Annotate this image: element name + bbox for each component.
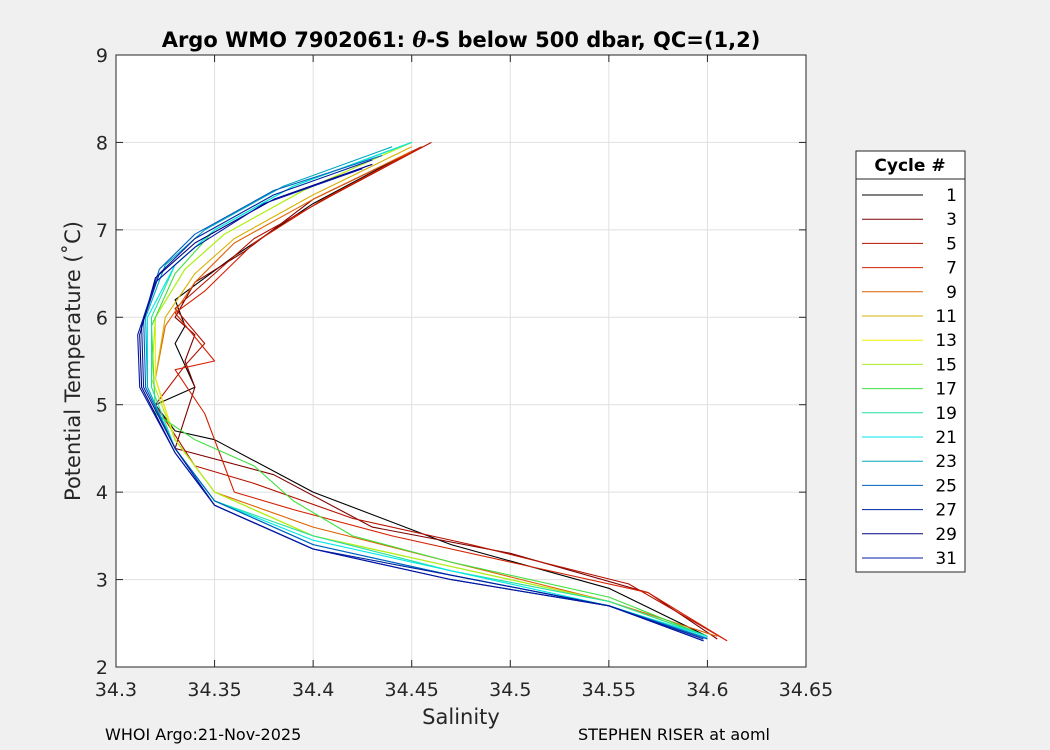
x-axis-label: Salinity — [422, 705, 500, 729]
y-tick-label: 7 — [96, 220, 108, 242]
y-tick-label: 3 — [96, 570, 108, 592]
y-tick-label: 2 — [96, 657, 108, 679]
y-axis-label: Potential Temperature (˚C) — [61, 221, 85, 501]
legend-label-cycle-23: 23 — [935, 452, 957, 472]
legend-label-cycle-27: 27 — [935, 501, 957, 521]
legend-label-cycle-9: 9 — [946, 283, 957, 303]
x-tick-label: 34.45 — [385, 679, 439, 701]
x-tick-label: 34.6 — [686, 679, 728, 701]
series-line-cycle-27 — [141, 159, 704, 640]
y-tick-label: 6 — [96, 307, 108, 329]
legend-box — [855, 150, 966, 573]
legend-label-cycle-3: 3 — [946, 210, 957, 230]
series-line-cycle-15 — [150, 141, 708, 637]
axis-ticks: 34.3 34.35 34.4 34.45 34.5 34.55 34.6 34.65 2 3 4 5… — [95, 45, 833, 701]
series-line-cycle-31 — [137, 168, 704, 642]
chart-title-theta: θ — [412, 27, 426, 52]
footer-credit: STEPHEN RISER at aoml — [578, 725, 770, 744]
legend-label-cycle-1: 1 — [946, 186, 957, 206]
legend-label-cycle-7: 7 — [946, 259, 957, 279]
axes-background — [116, 55, 806, 667]
series-layer — [137, 141, 728, 642]
legend-label-cycle-29: 29 — [935, 525, 957, 545]
y-tick-label: 9 — [96, 45, 108, 67]
footer-source: WHOI Argo:21-Nov-2025 — [105, 725, 302, 744]
legend-label-cycle-15: 15 — [935, 355, 957, 375]
series-line-cycle-5 — [154, 141, 728, 642]
y-tick-label: 5 — [96, 395, 108, 417]
chart-title: Argo WMO 7902061: θ-S below 500 dbar, QC… — [162, 27, 761, 52]
axes-box — [115, 54, 807, 668]
x-tick-label: 34.35 — [187, 679, 241, 701]
chart-title-suffix: -S below 500 dbar, QC=(1,2) — [426, 28, 760, 52]
x-tick-label: 34.3 — [95, 679, 137, 701]
legend-label-cycle-19: 19 — [935, 404, 957, 424]
x-tick-label: 34.65 — [779, 679, 833, 701]
legend-label-cycle-17: 17 — [935, 380, 957, 400]
legend-label-cycle-25: 25 — [935, 476, 957, 496]
legend-label-cycle-21: 21 — [935, 428, 957, 448]
legend-label-cycle-5: 5 — [946, 234, 957, 254]
series-line-cycle-7 — [174, 146, 728, 642]
chart-title-prefix: Argo WMO 7902061: — [162, 28, 413, 52]
x-tick-label: 34.55 — [582, 679, 636, 701]
legend-label-cycle-11: 11 — [935, 307, 957, 327]
legend-label-cycle-31: 31 — [935, 549, 957, 569]
x-tick-label: 34.4 — [292, 679, 334, 701]
y-tick-label: 4 — [96, 482, 108, 504]
x-tick-label: 34.5 — [489, 679, 531, 701]
legend-title: Cycle # — [874, 156, 945, 176]
y-tick-label: 8 — [96, 132, 108, 154]
legend-label-cycle-13: 13 — [935, 331, 957, 351]
